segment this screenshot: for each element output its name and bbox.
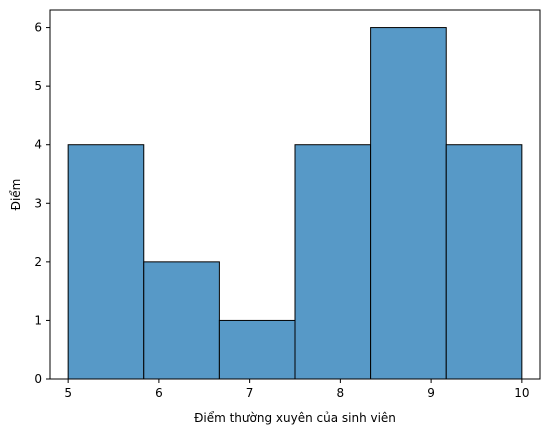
x-axis-ticks: 5 6 7 8 9 10 xyxy=(64,379,529,400)
x-tick-label-5: 5 xyxy=(64,386,72,400)
y-tick-label-1: 1 xyxy=(34,313,42,327)
y-axis-ticks: 0 1 2 3 4 5 6 xyxy=(34,21,50,386)
histogram-bar-5 xyxy=(370,27,447,380)
y-tick-label-4: 4 xyxy=(34,138,42,152)
x-tick-label-8: 8 xyxy=(337,386,345,400)
histogram-bar-2 xyxy=(143,261,220,380)
y-tick-label-2: 2 xyxy=(34,255,42,269)
y-tick-label-5: 5 xyxy=(34,79,42,93)
x-tick-label-9: 9 xyxy=(427,386,435,400)
histogram-bar-3 xyxy=(218,319,296,380)
bars-group xyxy=(67,27,523,380)
histogram-bar-6 xyxy=(445,144,523,380)
histogram-bar-1 xyxy=(67,144,145,380)
x-axis-label: Điểm thường xuyên của sinh viên xyxy=(194,411,396,425)
x-tick-label-10: 10 xyxy=(514,386,529,400)
y-axis-label: Điểm xyxy=(9,179,23,211)
plot-frame xyxy=(49,9,541,380)
x-tick-label-7: 7 xyxy=(246,386,254,400)
y-tick-label-0: 0 xyxy=(34,372,42,386)
histogram-bar-4 xyxy=(294,144,372,380)
y-tick-label-6: 6 xyxy=(34,21,42,35)
x-tick-label-6: 6 xyxy=(155,386,163,400)
y-tick-label-3: 3 xyxy=(34,196,42,210)
